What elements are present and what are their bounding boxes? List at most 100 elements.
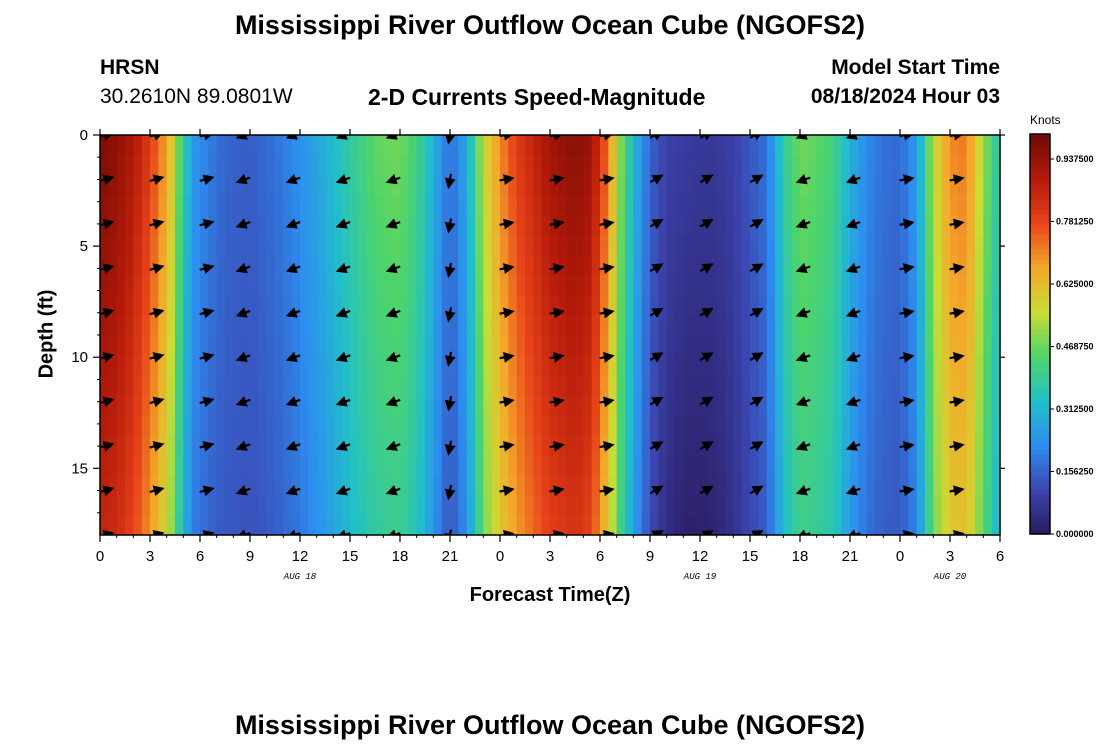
heatmap-cell: [800, 415, 809, 436]
heatmap-cell: [183, 235, 193, 256]
heatmap-cell: [716, 475, 726, 496]
heatmap-cell: [791, 295, 801, 316]
heatmap-cell: [825, 475, 834, 496]
current-vector: [285, 262, 301, 274]
heatmap-cell: [741, 375, 751, 396]
heatmap-cell: [525, 355, 534, 376]
heatmap-cell: [741, 155, 751, 176]
heatmap-cell: [783, 175, 793, 196]
heatmap-cell: [900, 375, 909, 396]
heatmap-cell: [250, 155, 259, 176]
heatmap-cell: [725, 355, 734, 376]
heatmap-cell: [441, 515, 451, 535]
heatmap-cell: [200, 175, 209, 196]
heatmap-cell: [800, 515, 809, 535]
heatmap-cell: [641, 215, 651, 236]
heatmap-cell: [491, 415, 501, 436]
current-vector: [235, 485, 251, 496]
heatmap-cell: [600, 335, 609, 356]
heatmap-cell: [933, 155, 943, 176]
heatmap-cell: [975, 375, 984, 396]
heatmap-cell: [266, 355, 276, 376]
heatmap-cell: [191, 335, 201, 356]
heatmap-cell: [958, 395, 968, 416]
heatmap-cell: [716, 295, 726, 316]
current-vector: [795, 529, 811, 535]
heatmap-cell: [808, 435, 818, 456]
heatmap-cell: [316, 215, 326, 236]
heatmap-cell: [108, 255, 118, 276]
heatmap-cell: [583, 135, 593, 156]
heatmap-cell: [775, 475, 784, 496]
heatmap-cell: [858, 455, 868, 476]
heatmap-cell: [850, 155, 859, 176]
heatmap-cell: [433, 295, 443, 316]
heatmap-cell: [358, 315, 368, 336]
heatmap-cell: [341, 255, 351, 276]
heatmap-cell: [758, 415, 768, 436]
heatmap-cell: [525, 135, 534, 156]
colorbar-swatch: [1030, 209, 1050, 215]
heatmap-cell: [733, 215, 743, 236]
heatmap-cell: [558, 255, 568, 276]
heatmap-cell: [408, 255, 418, 276]
heatmap-cell: [116, 475, 126, 496]
heatmap-cell: [158, 155, 168, 176]
heatmap-cell: [216, 355, 226, 376]
heatmap-cell: [641, 515, 651, 535]
colorbar-swatch: [1030, 479, 1050, 485]
heatmap-cell: [191, 455, 201, 476]
current-vector: [199, 307, 215, 319]
heatmap-cell: [825, 155, 834, 176]
heatmap-cell: [658, 295, 668, 316]
current-vector: [795, 351, 811, 363]
heatmap-cell: [775, 215, 784, 236]
heatmap-cell: [808, 455, 818, 476]
heatmap-cell: [591, 155, 601, 176]
heatmap-cell: [516, 495, 526, 516]
current-vector: [845, 351, 861, 363]
heatmap-cell: [508, 235, 518, 256]
heatmap-cell: [233, 415, 243, 436]
heatmap-cell: [866, 275, 876, 296]
colorbar-swatch: [1030, 369, 1050, 375]
heatmap-cell: [458, 415, 468, 436]
heatmap-cell: [116, 195, 126, 216]
heatmap-cell: [225, 515, 234, 535]
heatmap-cell: [483, 395, 493, 416]
heatmap-cell: [908, 495, 918, 516]
current-vector: [100, 352, 115, 363]
colorbar-swatch: [1030, 414, 1050, 420]
heatmap-cell: [325, 315, 334, 336]
heatmap-cell: [941, 235, 951, 256]
heatmap-cell: [733, 395, 743, 416]
heatmap-cell: [458, 195, 468, 216]
heatmap-cell: [925, 235, 934, 256]
heatmap-cell: [950, 135, 959, 156]
heatmap-cell: [508, 275, 518, 296]
heatmap-cell: [383, 195, 393, 216]
heatmap-cell: [966, 355, 976, 376]
heatmap-cell: [658, 135, 668, 156]
heatmap-cell: [600, 515, 609, 535]
heatmap-cell: [683, 335, 693, 356]
colorbar-label: 0.781250: [1056, 217, 1094, 227]
heatmap-cell: [208, 515, 218, 535]
heatmap-cell: [725, 275, 734, 296]
heatmap-cell: [441, 415, 451, 436]
heatmap-cell: [550, 455, 559, 476]
current-vector: [899, 352, 915, 363]
heatmap-cell: [183, 315, 193, 336]
heatmap-cell: [791, 335, 801, 356]
heatmap-cell: [375, 455, 384, 476]
heatmap-cell: [858, 515, 868, 535]
colorbar-swatch: [1030, 314, 1050, 320]
heatmap-cell: [550, 335, 559, 356]
heatmap-cell: [700, 515, 709, 535]
heatmap-cell: [675, 515, 684, 535]
heatmap-cell: [116, 355, 126, 376]
heatmap-cell: [800, 495, 809, 516]
heatmap-cell: [308, 395, 318, 416]
heatmap-cell: [875, 175, 884, 196]
heatmap-cell: [866, 515, 876, 535]
